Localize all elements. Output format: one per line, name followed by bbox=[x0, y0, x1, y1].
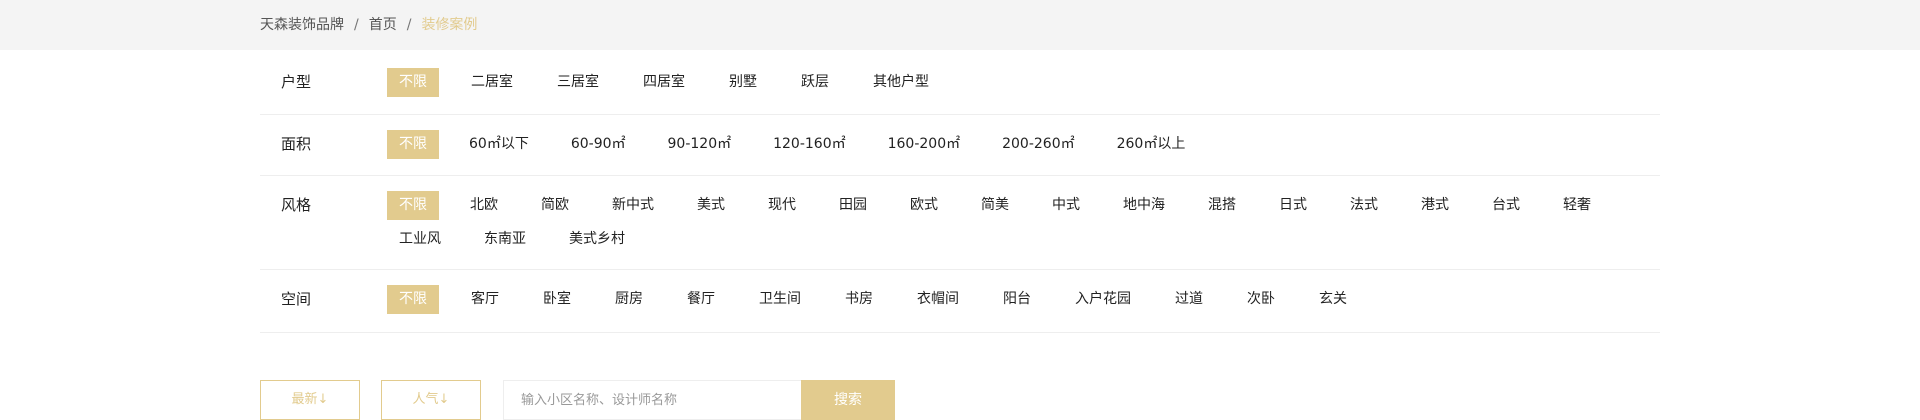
filter-option[interactable]: 客厅 bbox=[471, 291, 499, 307]
filter-option[interactable]: 60㎡以下 bbox=[469, 136, 529, 152]
filter-option[interactable]: 厨房 bbox=[615, 291, 643, 307]
filter-option[interactable]: 地中海 bbox=[1123, 197, 1165, 213]
filter-option[interactable]: 阳台 bbox=[1003, 291, 1031, 307]
filter-option[interactable]: 次卧 bbox=[1247, 291, 1275, 307]
filter-option[interactable]: 不限 bbox=[387, 130, 439, 159]
filter-option[interactable]: 轻奢 bbox=[1563, 197, 1591, 213]
filter-option[interactable]: 不限 bbox=[387, 285, 439, 314]
filter-option[interactable]: 四居室 bbox=[643, 74, 685, 90]
filter-options: 不限 60㎡以下 60-90㎡ 90-120㎡ 120-160㎡ 160-200㎡ 200-… bbox=[387, 130, 1657, 159]
breadcrumb-separator: / bbox=[406, 17, 412, 33]
filter-option[interactable]: 混搭 bbox=[1208, 197, 1236, 213]
filter-option[interactable]: 工业风 bbox=[399, 231, 441, 247]
breadcrumb-home-link[interactable]: 首页 bbox=[368, 17, 397, 33]
filter-options: 不限 客厅 卧室 厨房 餐厅 卫生间 书房 衣帽间 阳台 入户花园 过道 次卧 玄关 bbox=[387, 285, 1657, 314]
filter-option[interactable]: 餐厅 bbox=[687, 291, 715, 307]
filter-option[interactable]: 别墅 bbox=[729, 74, 757, 90]
filter-option[interactable]: 三居室 bbox=[557, 74, 599, 90]
breadcrumb: 天森装饰品牌 / 首页 / 装修案例 bbox=[260, 0, 477, 50]
filter-option[interactable]: 美式乡村 bbox=[569, 231, 625, 247]
breadcrumb-separator: / bbox=[354, 17, 359, 33]
filter-label: 户型 bbox=[281, 73, 312, 91]
toolbar: 最新↓ 人气↓ 搜索 bbox=[260, 380, 960, 420]
filter-option[interactable]: 田园 bbox=[839, 197, 867, 213]
filter-option[interactable]: 书房 bbox=[845, 291, 873, 307]
filter-option[interactable]: 欧式 bbox=[910, 197, 938, 213]
filter-label: 空间 bbox=[281, 290, 312, 308]
filter-option[interactable]: 90-120㎡ bbox=[667, 136, 732, 152]
filter-option[interactable]: 日式 bbox=[1279, 197, 1307, 213]
filter-panel: 户型 不限 二居室 三居室 四居室 别墅 跃层 其他户型 面积 不限 60㎡以下 60-90㎡ 9… bbox=[260, 50, 1660, 333]
filter-option[interactable]: 其他户型 bbox=[873, 74, 929, 90]
sort-latest-button[interactable]: 最新↓ bbox=[260, 380, 360, 420]
filter-option[interactable]: 美式 bbox=[697, 197, 725, 213]
top-bar: 天森装饰品牌 / 首页 / 装修案例 bbox=[0, 0, 1920, 50]
filter-option[interactable]: 二居室 bbox=[471, 74, 513, 90]
filter-option[interactable]: 卫生间 bbox=[759, 291, 801, 307]
breadcrumb-current: 装修案例 bbox=[421, 17, 478, 33]
filter-row-house-type: 户型 不限 二居室 三居室 四居室 别墅 跃层 其他户型 bbox=[260, 50, 1660, 115]
filter-option[interactable]: 港式 bbox=[1421, 197, 1449, 213]
filter-option[interactable]: 简美 bbox=[981, 197, 1009, 213]
filter-option[interactable]: 入户花园 bbox=[1075, 291, 1131, 307]
filter-option[interactable]: 160-200㎡ bbox=[887, 136, 961, 152]
filter-option[interactable]: 260㎡以上 bbox=[1116, 136, 1186, 152]
filter-label: 风格 bbox=[281, 196, 312, 214]
filter-option[interactable]: 衣帽间 bbox=[917, 291, 959, 307]
sort-popular-button[interactable]: 人气↓ bbox=[381, 380, 481, 420]
filter-options: 不限 北欧 简欧 新中式 美式 现代 田园 欧式 简美 中式 地中海 混搭 日式 法式 港式 台式 轻奢工业风 东… bbox=[387, 191, 1657, 254]
filter-option[interactable]: 玄关 bbox=[1319, 291, 1347, 307]
filter-option[interactable]: 跃层 bbox=[801, 74, 829, 90]
filter-row-space: 空间 不限 客厅 卧室 厨房 餐厅 卫生间 书房 衣帽间 阳台 入户花园 过道 次卧 玄关 bbox=[260, 270, 1660, 333]
filter-option[interactable]: 现代 bbox=[768, 197, 796, 213]
filter-option[interactable]: 过道 bbox=[1175, 291, 1203, 307]
breadcrumb-brand-link[interactable]: 天森装饰品牌 bbox=[260, 17, 344, 33]
filter-option[interactable]: 不限 bbox=[387, 191, 439, 220]
filter-option[interactable]: 200-260㎡ bbox=[1002, 136, 1075, 152]
filter-option[interactable]: 不限 bbox=[387, 68, 439, 97]
filter-options: 不限 二居室 三居室 四居室 别墅 跃层 其他户型 bbox=[387, 68, 1657, 97]
filter-option[interactable]: 北欧 bbox=[470, 197, 498, 213]
filter-option[interactable]: 东南亚 bbox=[484, 231, 526, 247]
filter-option[interactable]: 60-90㎡ bbox=[570, 136, 626, 152]
filter-option[interactable]: 新中式 bbox=[612, 197, 654, 213]
search-button[interactable]: 搜索 bbox=[801, 380, 895, 420]
filter-row-area: 面积 不限 60㎡以下 60-90㎡ 90-120㎡ 120-160㎡ 160-200㎡ 2… bbox=[260, 115, 1660, 176]
filter-option[interactable]: 台式 bbox=[1492, 197, 1520, 213]
search-input[interactable] bbox=[503, 380, 803, 420]
filter-option[interactable]: 法式 bbox=[1350, 197, 1378, 213]
filter-label: 面积 bbox=[281, 135, 312, 153]
filter-option[interactable]: 120-160㎡ bbox=[773, 136, 846, 152]
filter-row-style: 风格 不限 北欧 简欧 新中式 美式 现代 田园 欧式 简美 中式 地中海 混搭 日式 法式 港式 台式 轻奢工… bbox=[260, 176, 1660, 270]
filter-option[interactable]: 简欧 bbox=[541, 197, 569, 213]
filter-option[interactable]: 中式 bbox=[1052, 197, 1080, 213]
filter-option[interactable]: 卧室 bbox=[543, 291, 571, 307]
